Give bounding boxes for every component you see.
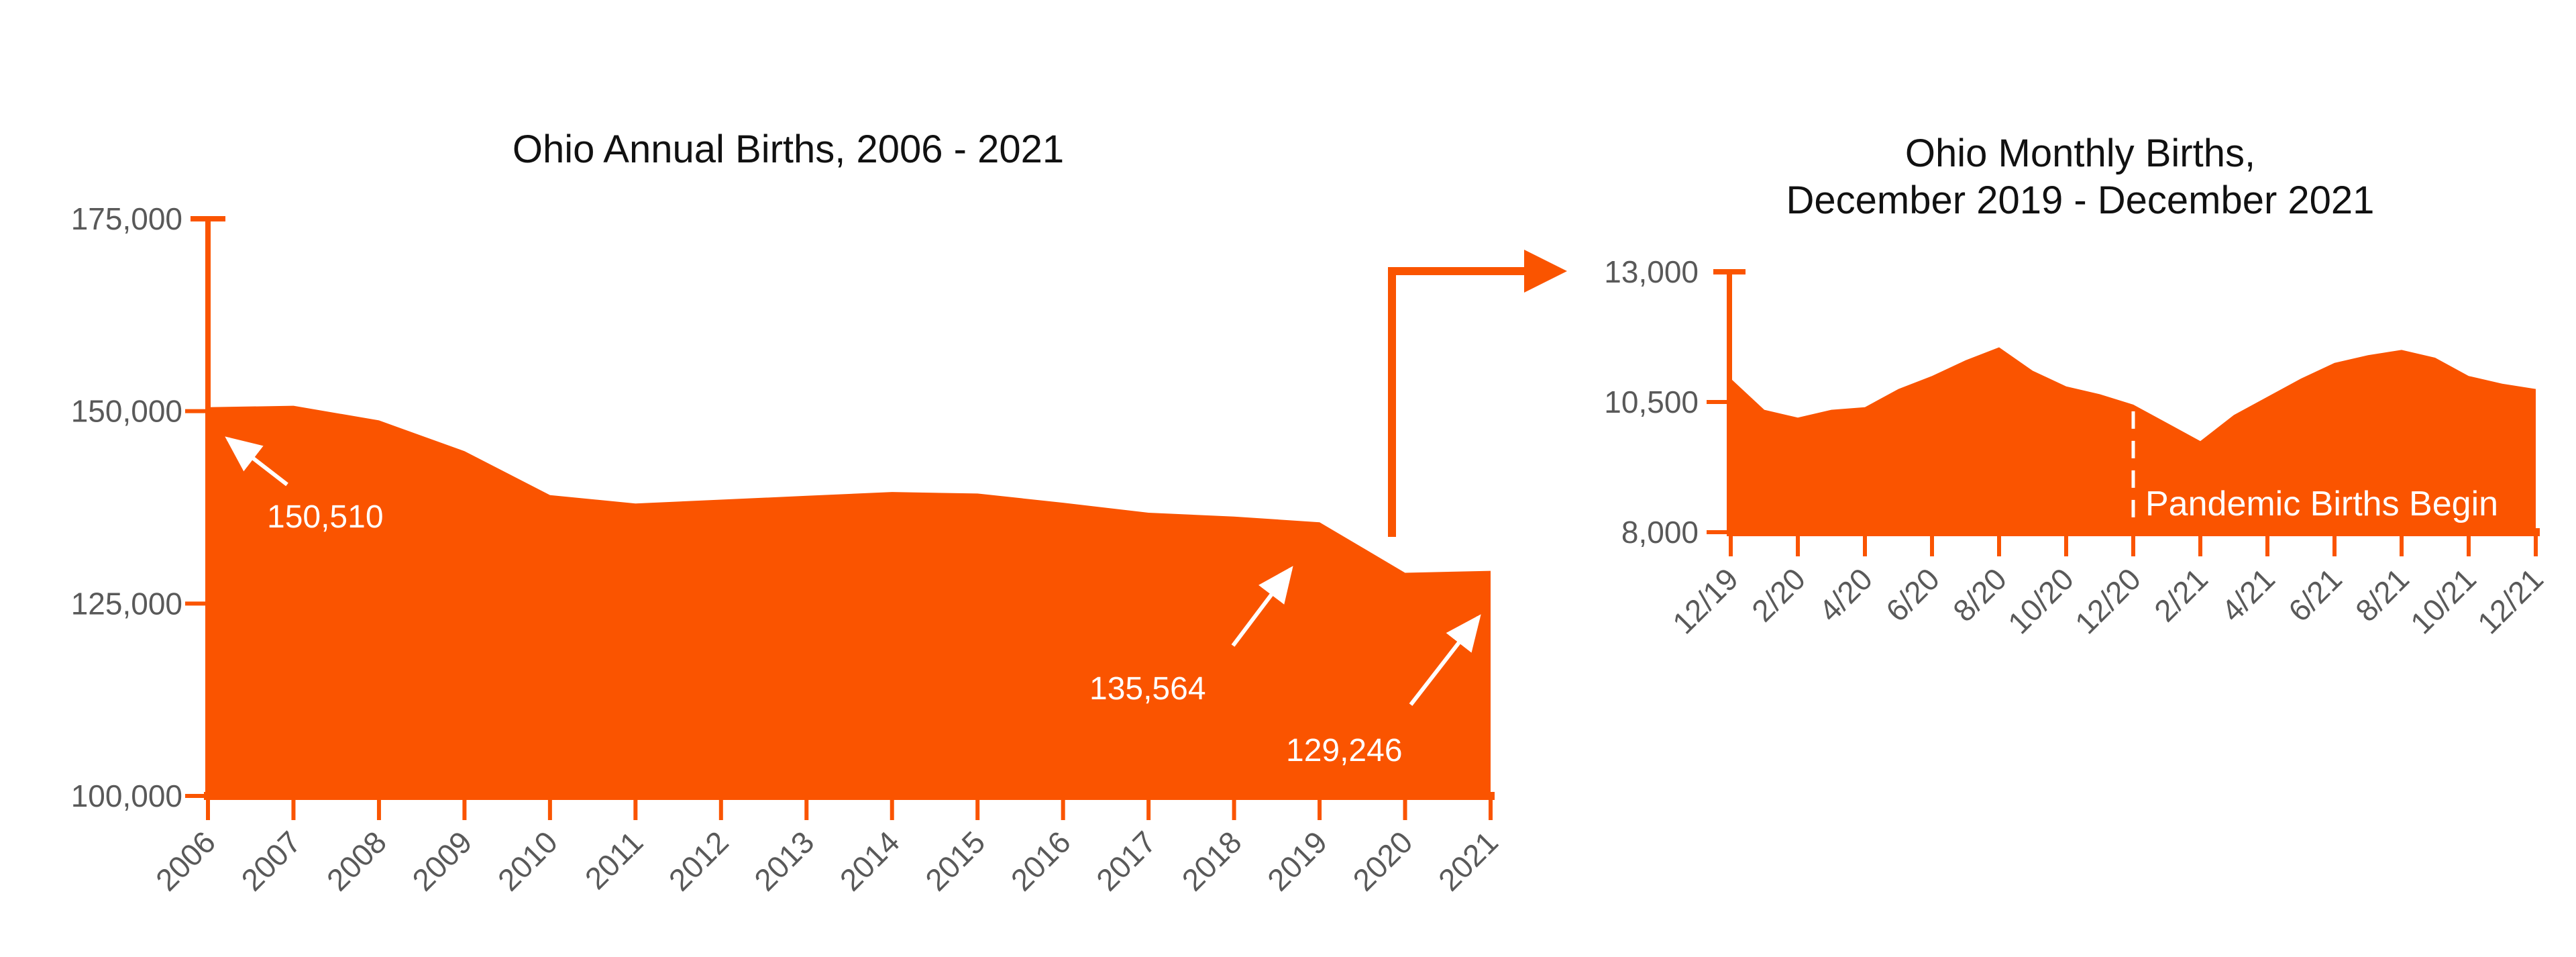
monthly-chart-title-line2: December 2019 - December 2021 — [1786, 179, 2375, 222]
monthly-area-series — [1731, 347, 2536, 532]
monthly-x-tick-label: 4/21 — [2214, 561, 2282, 628]
annual-births-chart: Ohio Annual Births, 2006 - 2021 175,0001… — [71, 128, 1505, 897]
annual-x-tick-label: 2019 — [1260, 824, 1334, 897]
data-callout-label: 150,510 — [267, 499, 384, 535]
monthly-y-tick-label: 13,000 — [1604, 254, 1699, 289]
monthly-x-tick-label: 10/21 — [2404, 561, 2483, 640]
monthly-x-tick-label: 12/20 — [2068, 561, 2147, 640]
annual-x-tick-label: 2008 — [320, 824, 393, 897]
monthly-x-tick-label: 12/19 — [1666, 561, 1745, 640]
annual-x-tick-label: 2007 — [234, 824, 307, 897]
annual-x-tick-label: 2021 — [1432, 824, 1505, 897]
annual-x-tick-label: 2016 — [1004, 824, 1077, 897]
annual-y-tick-label: 175,000 — [71, 201, 182, 236]
annual-x-tick-label: 2010 — [491, 824, 564, 897]
monthly-x-tick-label: 6/21 — [2282, 561, 2349, 628]
monthly-x-tick-label: 12/21 — [2471, 561, 2550, 640]
annual-chart-plot-area: 175,000 150,000 125,000 100,000 2006 2007 2008… — [71, 201, 1505, 897]
annual-x-tick-label: 2020 — [1346, 824, 1419, 897]
zoom-connector — [1388, 250, 1567, 537]
monthly-x-tick-label: 4/20 — [1812, 561, 1879, 628]
annual-x-tick-label: 2012 — [662, 824, 735, 897]
annual-x-tick-label: 2006 — [149, 824, 222, 897]
monthly-y-tick-label: 10,500 — [1604, 385, 1699, 419]
annual-y-tick-label: 150,000 — [71, 394, 182, 429]
annual-chart-title: Ohio Annual Births, 2006 - 2021 — [513, 128, 1064, 171]
monthly-x-tick-label: 2/21 — [2147, 561, 2214, 628]
data-callout-arrow-icon — [225, 436, 288, 487]
annual-x-tick-label: 2015 — [918, 824, 991, 897]
monthly-x-tick-label: 10/20 — [2001, 561, 2080, 640]
monthly-chart-title-line1: Ohio Monthly Births, — [1905, 132, 2255, 175]
annual-x-tick-label: 2017 — [1089, 824, 1163, 897]
monthly-x-tick-label: 6/20 — [1879, 561, 1946, 628]
pandemic-event-label: Pandemic Births Begin — [2145, 485, 2498, 523]
data-callout-arrow-icon — [1231, 566, 1293, 647]
annual-x-tick-label: 2018 — [1175, 824, 1248, 897]
annual-x-tick-label: 2011 — [578, 824, 650, 896]
annual-y-tick-label: 100,000 — [71, 778, 182, 813]
annual-area-series — [208, 405, 1491, 796]
monthly-x-tick-label: 2/20 — [1745, 561, 1812, 628]
monthly-y-tick-label: 8,000 — [1621, 515, 1699, 550]
data-callout-arrow-icon — [1409, 614, 1481, 706]
annual-y-tick-label: 125,000 — [71, 586, 182, 621]
data-callout-label: 135,564 — [1089, 671, 1206, 707]
zoom-connector-arrowhead-icon — [1524, 250, 1567, 293]
zoom-connector-line — [1388, 267, 1532, 537]
monthly-births-chart: Ohio Monthly Births, December 2019 - Dec… — [1604, 132, 2550, 640]
annual-x-tick-label: 2014 — [833, 824, 906, 897]
annual-x-tick-label: 2009 — [405, 824, 478, 897]
data-callout-label: 129,246 — [1286, 733, 1403, 768]
annual-x-tick-label: 2013 — [747, 824, 820, 897]
